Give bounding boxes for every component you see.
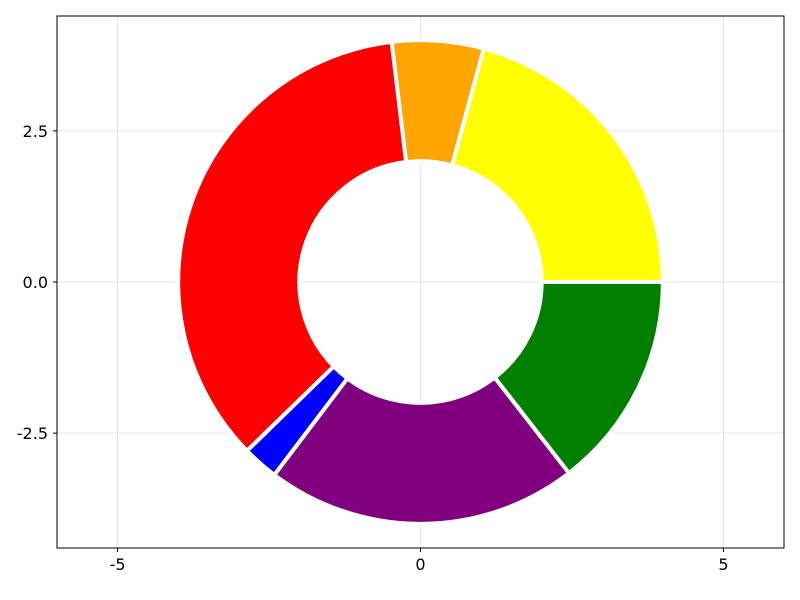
x-tick-label-2: 5 [718,555,728,574]
y-axis-ticks: -2.5 0.0 2.5 [17,122,57,443]
x-tick-label-1: 0 [415,555,425,574]
donut-slice-0 [449,46,665,284]
x-tick-label-0: -5 [110,555,126,574]
donut-slice-4 [271,374,572,526]
y-tick-label-2: 2.5 [23,122,48,141]
y-tick-label-1: 0.0 [23,273,48,292]
donut-slice-2 [176,39,409,454]
slices [176,38,665,526]
x-axis-ticks: -5 0 5 [110,548,729,574]
donut-slice-5 [491,280,665,476]
y-tick-label-0: -2.5 [17,424,48,443]
